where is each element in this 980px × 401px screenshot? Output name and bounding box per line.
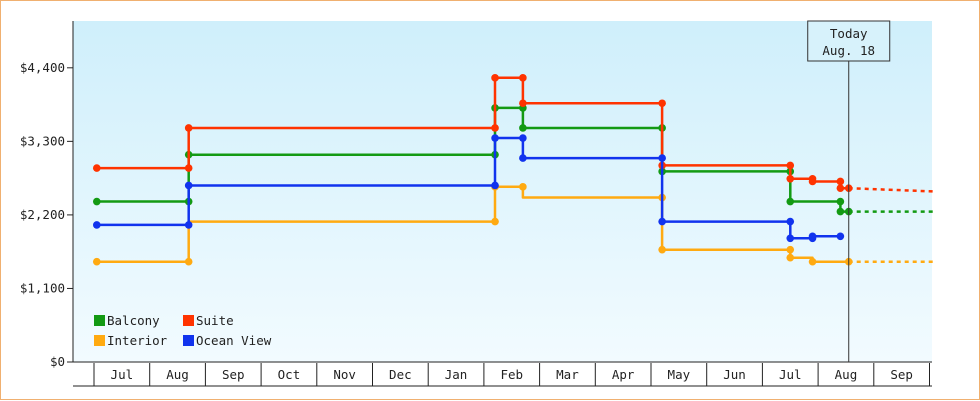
data-point[interactable] (808, 177, 817, 186)
x-tick-label: Aug (166, 367, 189, 382)
series-ocean-view (92, 134, 845, 243)
legend-swatch (94, 335, 105, 346)
legend: Balcony Suite Interior Ocean View (94, 313, 272, 348)
legend-label: Balcony (107, 313, 160, 328)
data-point[interactable] (658, 154, 666, 162)
data-point[interactable] (491, 124, 499, 132)
data-point[interactable] (184, 221, 193, 229)
data-point[interactable] (658, 245, 666, 254)
data-point[interactable] (658, 99, 666, 108)
data-point[interactable] (491, 134, 499, 142)
y-tick-layer: $0 $1,100 $2,200 $3,300 $4,400 (20, 60, 73, 369)
data-point[interactable] (519, 99, 527, 108)
y-tick-label: $0 (50, 354, 65, 369)
today-marker: Today Aug. 18 (807, 20, 891, 362)
x-tick-label: Jul (779, 367, 802, 382)
data-point[interactable] (786, 197, 795, 206)
legend-label: Interior (107, 333, 168, 348)
x-tick-label: Mar (556, 367, 579, 382)
data-point[interactable] (184, 164, 193, 172)
legend-label: Ocean View (196, 333, 272, 348)
forecast-line (848, 186, 936, 193)
series-line (96, 76, 849, 190)
series-balcony (92, 104, 936, 216)
y-tick-label: $4,400 (20, 60, 65, 75)
x-tick-label: Feb (500, 367, 523, 382)
x-tick-label: Apr (612, 367, 635, 382)
data-point[interactable] (836, 184, 845, 192)
x-tick-label: Sep (890, 367, 913, 382)
data-point[interactable] (491, 181, 499, 190)
data-point[interactable] (519, 74, 527, 82)
data-point[interactable] (786, 245, 795, 254)
series-line (96, 106, 849, 213)
y-tick-label: $2,200 (20, 207, 65, 222)
data-point[interactable] (184, 124, 193, 132)
legend-swatch (94, 315, 105, 326)
data-point[interactable] (519, 183, 527, 191)
x-tick-label: Aug (835, 367, 858, 382)
data-point[interactable] (519, 134, 527, 142)
today-date: Aug. 18 (822, 43, 875, 58)
data-point[interactable] (491, 217, 499, 226)
x-tick-label: Oct (278, 367, 301, 382)
data-point[interactable] (519, 154, 527, 162)
x-tick-label: Jan (445, 367, 468, 382)
data-point[interactable] (184, 181, 193, 190)
legend-swatch (183, 315, 194, 326)
data-point[interactable] (786, 217, 795, 226)
data-point[interactable] (836, 207, 845, 216)
data-point[interactable] (658, 217, 666, 226)
data-point[interactable] (836, 232, 845, 241)
legend-swatch (183, 335, 194, 346)
series-line (96, 185, 849, 263)
series-suite (92, 74, 936, 193)
data-point[interactable] (786, 253, 795, 262)
data-point[interactable] (92, 221, 101, 229)
legend-label: Suite (196, 313, 234, 328)
y-tick-label: $1,100 (20, 280, 65, 295)
data-point[interactable] (786, 174, 795, 183)
data-point[interactable] (836, 177, 845, 186)
y-tick-label: $3,300 (20, 133, 65, 148)
data-point[interactable] (808, 257, 817, 266)
data-point[interactable] (491, 74, 499, 82)
data-point[interactable] (184, 257, 193, 266)
data-point[interactable] (92, 164, 101, 172)
x-tick-label: Jul (111, 367, 134, 382)
data-point[interactable] (786, 161, 795, 170)
x-tick-label: Jun (723, 367, 746, 382)
plot-background (73, 21, 932, 362)
today-label-box (807, 20, 891, 62)
x-tick-label: Sep (222, 367, 245, 382)
today-label: Today (830, 26, 868, 41)
data-point[interactable] (92, 197, 101, 206)
x-tick-label: Nov (333, 367, 356, 382)
data-point[interactable] (808, 232, 817, 241)
data-point[interactable] (836, 197, 845, 206)
axis-layer: Jul Aug Sep Oct Nov Dec Jan Feb Mar Apr May Jun Jul A… (72, 21, 932, 387)
x-tick-label: Dec (389, 367, 412, 382)
data-point[interactable] (519, 124, 527, 132)
series-layer (92, 74, 936, 266)
x-tick-label: May (668, 367, 691, 382)
data-point[interactable] (786, 234, 795, 243)
data-point[interactable] (92, 257, 101, 266)
